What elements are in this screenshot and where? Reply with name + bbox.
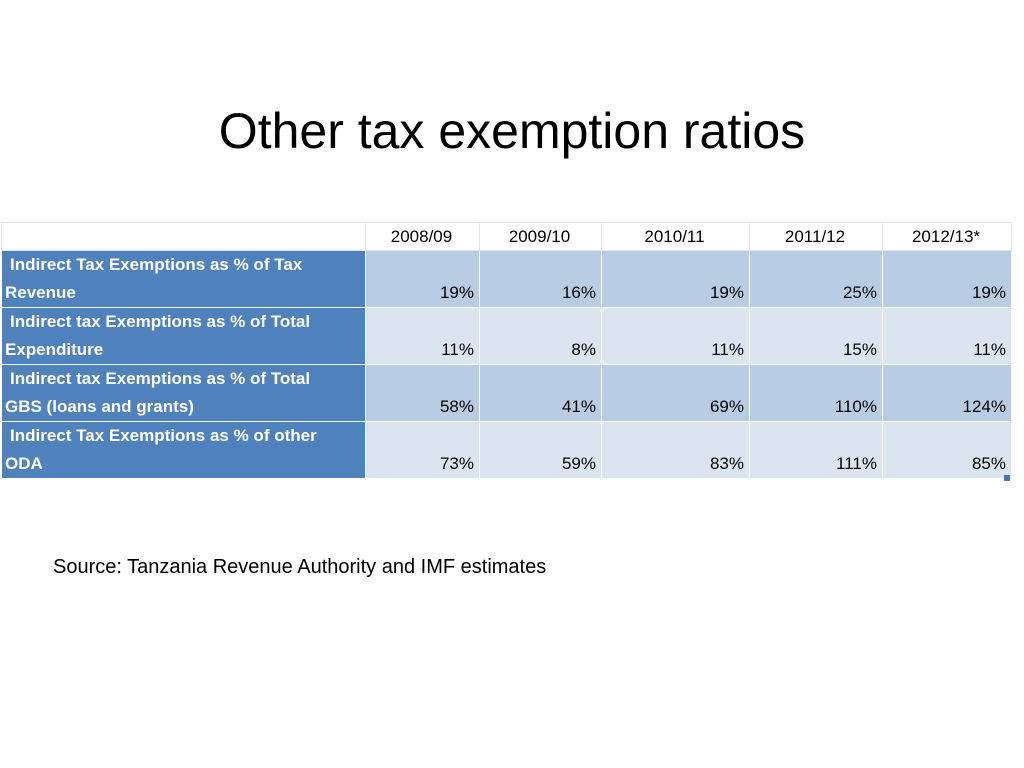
table-cell: 11% <box>365 307 480 365</box>
table-cell: 8% <box>479 307 602 365</box>
table-cell: 11% <box>882 307 1012 365</box>
table-cell: 58% <box>365 364 480 422</box>
table-cell: 124% <box>882 364 1012 422</box>
row-label-line: Indirect Tax Exemptions as % of other <box>10 426 317 445</box>
table-row: Indirect Tax Exemptions as % of other ODA… <box>1 421 1012 479</box>
table-header-row: 2008/09 2009/10 2010/11 2011/12 2012/13* <box>1 222 1012 251</box>
table-cell: 83% <box>601 421 750 479</box>
row-label-line: Indirect tax Exemptions as % of Total <box>10 369 311 388</box>
slide-title: Other tax exemption ratios <box>218 102 806 159</box>
table-cell: 110% <box>749 364 883 422</box>
table-row: Indirect Tax Exemptions as % of Tax Reven… <box>1 250 1012 308</box>
column-header: 2009/10 <box>479 222 602 251</box>
table-cell: 85% <box>882 421 1012 479</box>
table-cell: 73% <box>365 421 480 479</box>
table-cell: 15% <box>749 307 883 365</box>
row-label: Indirect tax Exemptions as % of Total GBS… <box>1 364 366 422</box>
table-cell: 69% <box>601 364 750 422</box>
table-cell: 41% <box>479 364 602 422</box>
table-cell: 59% <box>479 421 602 479</box>
row-label: Indirect Tax Exemptions as % of other ODA <box>1 421 366 479</box>
row-label-line: Expenditure <box>5 340 104 359</box>
column-header: 2008/09 <box>365 222 480 251</box>
row-label-line: Indirect Tax Exemptions as % of Tax <box>10 255 303 274</box>
table-row: Indirect tax Exemptions as % of Total Exp… <box>1 307 1012 365</box>
table-resize-handle[interactable] <box>1004 475 1010 481</box>
table-cell: 111% <box>749 421 883 479</box>
table-cell: 25% <box>749 250 883 308</box>
source-note: Source: Tanzania Revenue Authority and I… <box>53 556 547 578</box>
table-cell: 19% <box>882 250 1012 308</box>
row-label-line: ODA <box>5 454 43 473</box>
column-header: 2011/12 <box>749 222 883 251</box>
table-corner-cell <box>1 222 366 251</box>
row-label-line: Indirect tax Exemptions as % of Total <box>10 312 311 331</box>
table-cell: 16% <box>479 250 602 308</box>
table-cell: 19% <box>365 250 480 308</box>
exemption-ratios-table: 2008/09 2009/10 2010/11 2011/12 2012/13*… <box>1 222 1012 479</box>
row-label: Indirect tax Exemptions as % of Total Exp… <box>1 307 366 365</box>
table-cell: 19% <box>601 250 750 308</box>
row-label: Indirect Tax Exemptions as % of Tax Reven… <box>1 250 366 308</box>
table-cell: 11% <box>601 307 750 365</box>
column-header: 2012/13* <box>882 222 1012 251</box>
table-row: Indirect tax Exemptions as % of Total GBS… <box>1 364 1012 422</box>
column-header: 2010/11 <box>601 222 750 251</box>
row-label-line: Revenue <box>5 283 76 302</box>
row-label-line: GBS (loans and grants) <box>5 397 194 416</box>
